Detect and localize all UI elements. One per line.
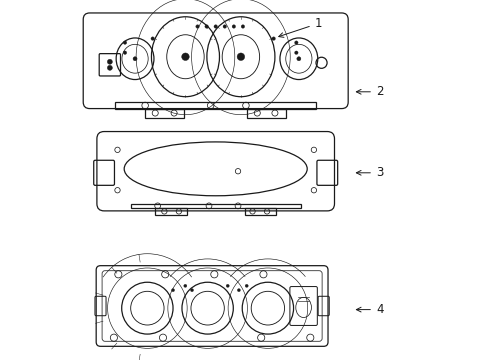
Bar xyxy=(131,204,300,208)
Circle shape xyxy=(237,289,240,292)
Circle shape xyxy=(204,25,208,28)
Circle shape xyxy=(171,289,174,292)
Circle shape xyxy=(107,65,112,70)
Circle shape xyxy=(133,57,137,61)
Circle shape xyxy=(190,289,193,292)
Circle shape xyxy=(151,37,154,40)
Circle shape xyxy=(225,284,229,287)
Text: 4: 4 xyxy=(356,303,383,316)
Circle shape xyxy=(123,41,126,44)
Bar xyxy=(244,208,275,215)
Circle shape xyxy=(182,53,189,60)
Circle shape xyxy=(213,25,217,28)
Text: 3: 3 xyxy=(356,166,383,179)
Bar xyxy=(247,108,285,118)
Circle shape xyxy=(296,57,300,61)
Circle shape xyxy=(294,41,298,44)
Bar xyxy=(145,108,184,118)
Circle shape xyxy=(183,284,186,287)
Circle shape xyxy=(232,25,235,28)
Circle shape xyxy=(241,25,244,28)
Circle shape xyxy=(107,59,112,64)
Circle shape xyxy=(123,51,126,54)
Circle shape xyxy=(271,37,275,40)
Circle shape xyxy=(244,284,248,287)
Circle shape xyxy=(223,25,226,28)
Circle shape xyxy=(195,25,199,28)
Bar xyxy=(115,103,316,108)
Circle shape xyxy=(237,53,244,60)
Circle shape xyxy=(294,51,298,54)
Text: 2: 2 xyxy=(356,85,383,98)
Bar xyxy=(155,208,186,215)
Text: 1: 1 xyxy=(278,17,322,37)
